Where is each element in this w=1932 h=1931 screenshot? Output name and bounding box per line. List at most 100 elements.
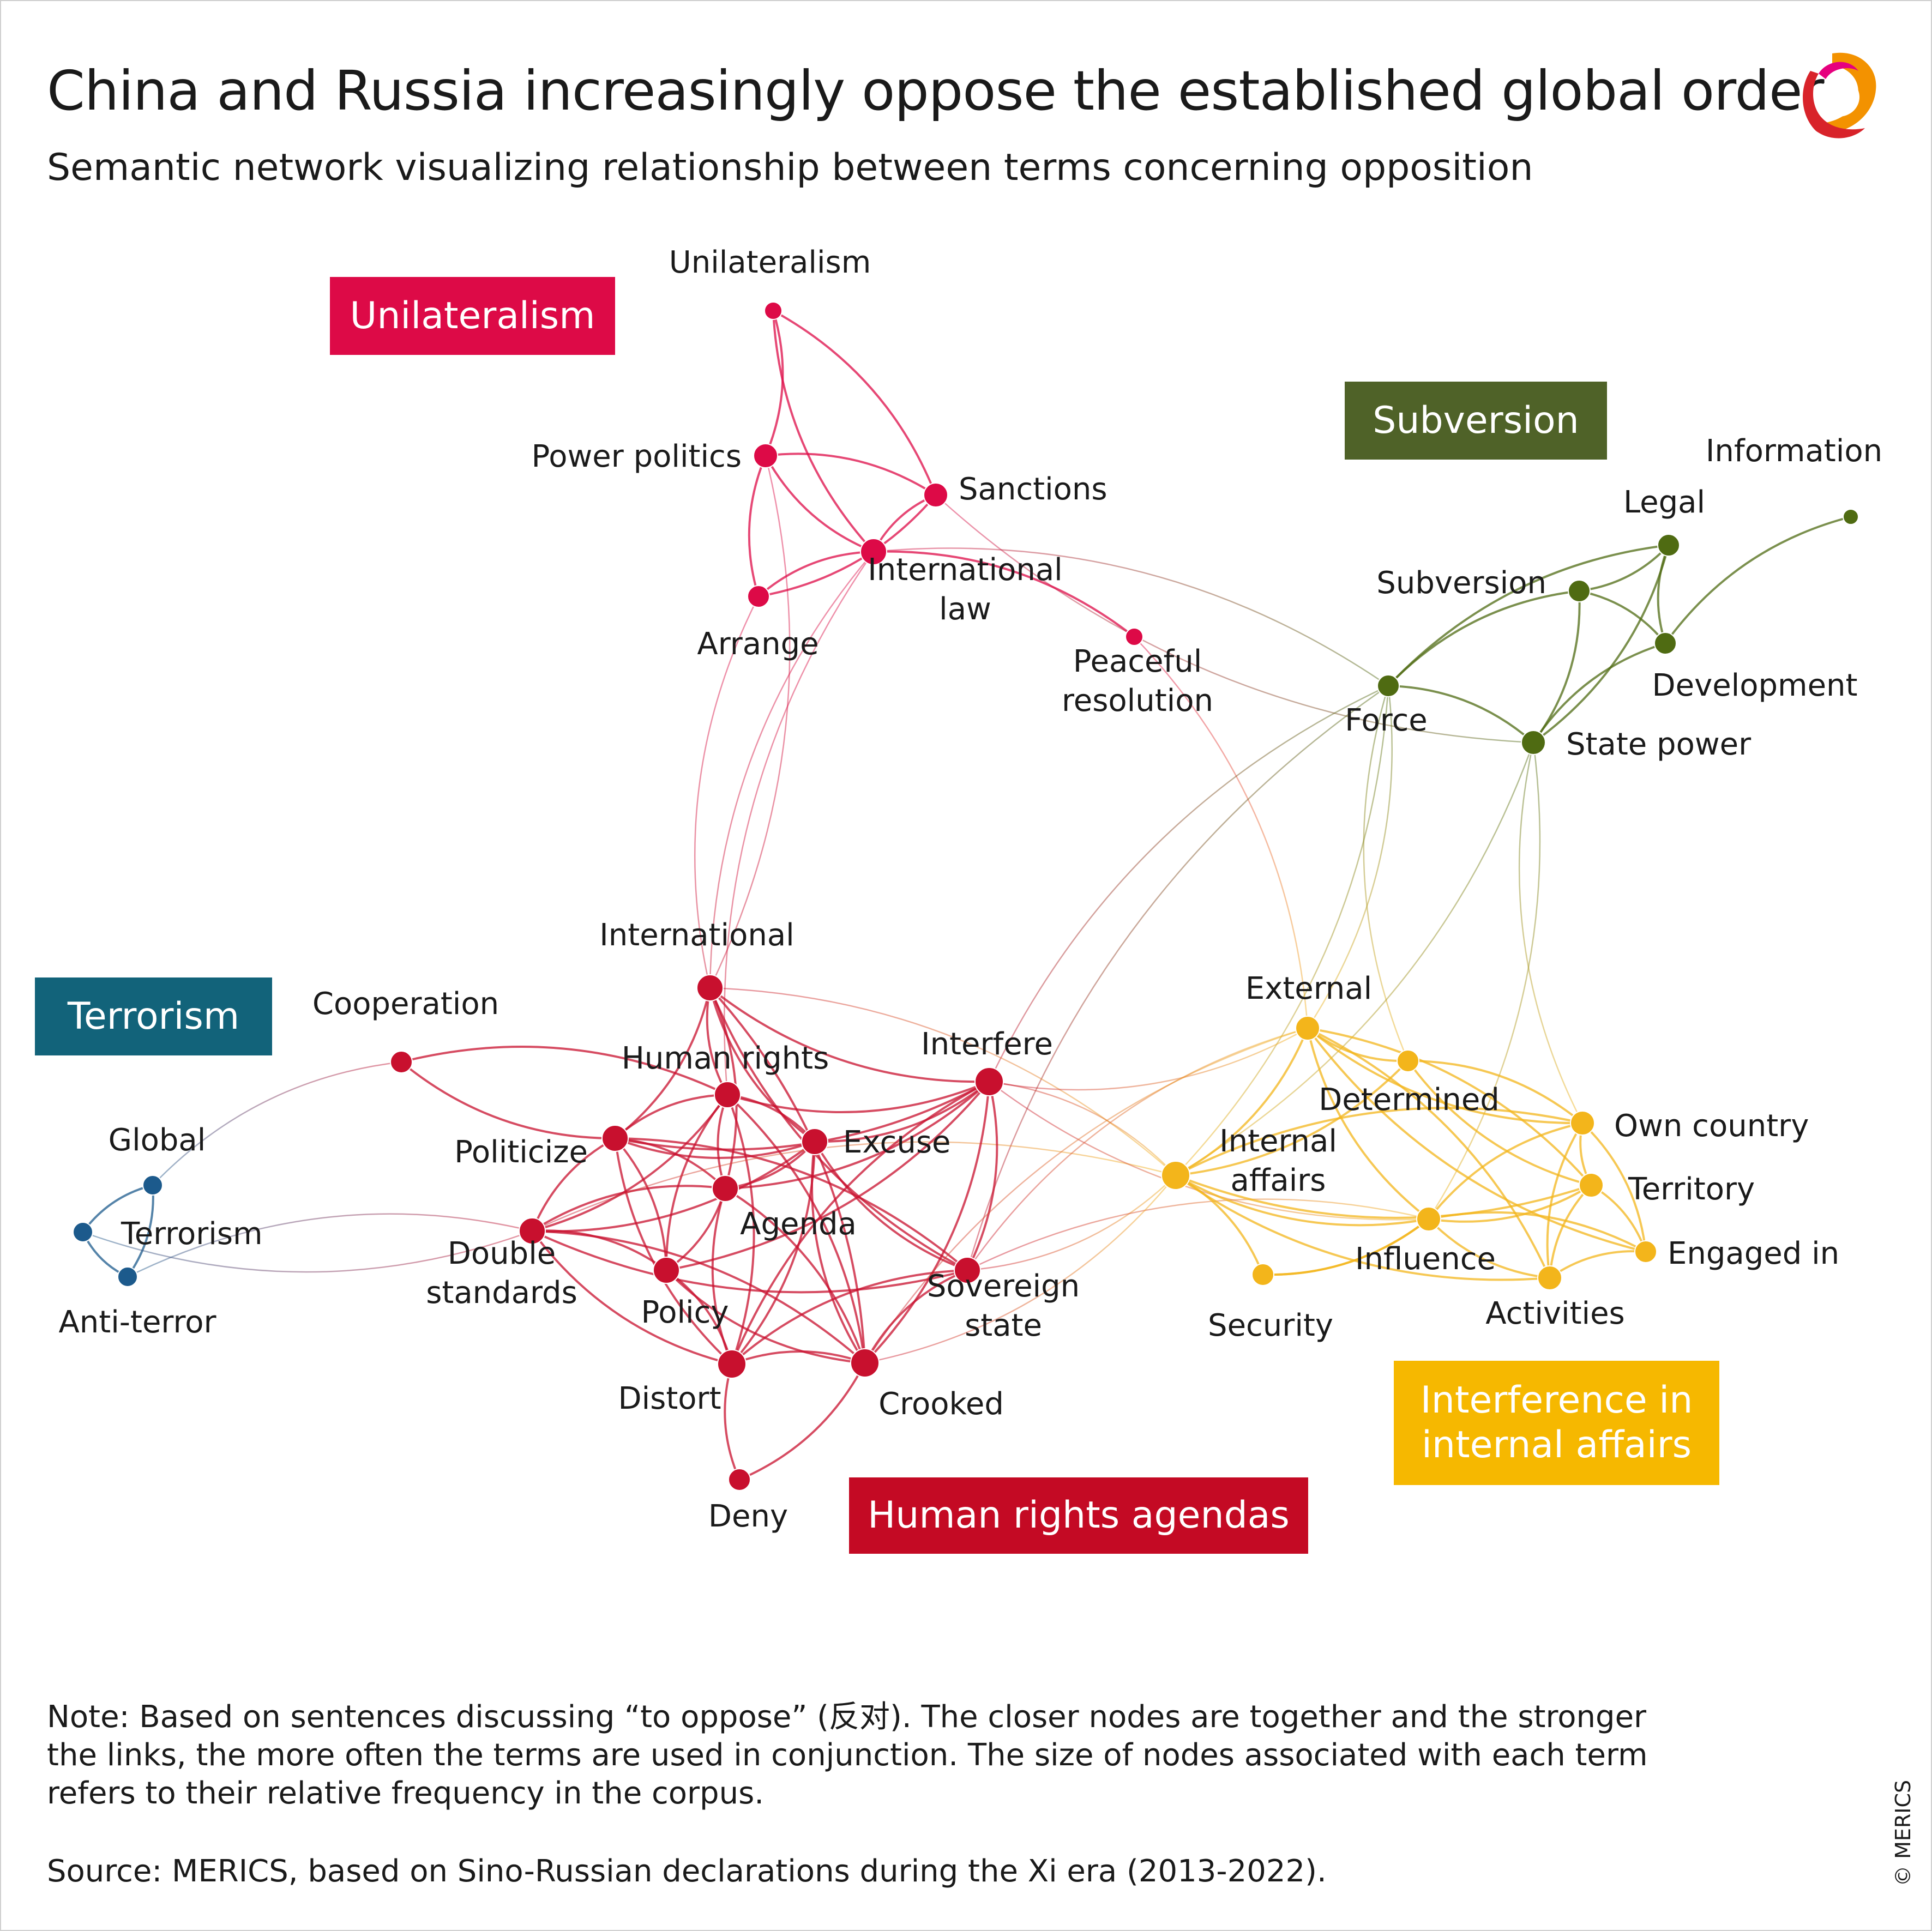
edge-power_politics-arrange [748, 455, 767, 597]
edge-double_standards-distort [531, 1230, 732, 1365]
node-cooperation [390, 1051, 413, 1073]
edge-sovereign_state-crooked [864, 1269, 968, 1363]
edge-subversion-development [1579, 590, 1666, 644]
node-label-determined: Determined [1319, 1082, 1500, 1118]
edge-development-state_power [1532, 642, 1666, 744]
edge-terrorism-double_standards [82, 1230, 533, 1273]
node-state-power [1521, 730, 1546, 755]
edge-force-determined [1363, 685, 1409, 1061]
edge-force-external [1307, 685, 1393, 1029]
edge-crooked-external [864, 1027, 1308, 1363]
edge-international-human_rights [706, 987, 729, 1095]
node-sanctions [923, 482, 948, 508]
edge-human_rights-double_standards [532, 1094, 729, 1232]
edge-own_country-engaged_in [1581, 1122, 1647, 1252]
source-line: Source: MERICS, based on Sino-Russian de… [47, 1854, 1327, 1889]
edge-information-development [1664, 516, 1851, 644]
edge-subversion-force [1387, 590, 1580, 687]
edge-excuse-crooked [810, 1141, 866, 1364]
node-label-international-law: International law [868, 552, 1062, 627]
cluster-label-subversion: Subversion [1345, 382, 1607, 460]
edge-policy-interfere [666, 1081, 990, 1271]
node-label-double-standards: Double standards [426, 1236, 577, 1311]
node-label-human-rights: Human rights [622, 1041, 829, 1076]
edge-double_standards-internal_affairs [532, 1141, 1176, 1232]
node-human-rights [714, 1081, 741, 1108]
edge-determined-own_country [1407, 1059, 1584, 1124]
edge-politicize-double_standards [531, 1137, 616, 1232]
node-activities [1537, 1265, 1562, 1290]
edge-external-influence [1307, 1028, 1430, 1220]
page-subtitle: Semantic network visualizing relationshi… [47, 146, 1533, 189]
edge-international-internal_affairs [709, 987, 1176, 1176]
node-label-force: Force [1345, 703, 1428, 738]
edge-force-state_power [1388, 685, 1534, 744]
edge-external-own_country [1307, 1027, 1583, 1125]
edge-international-excuse [709, 987, 816, 1143]
node-own-country [1570, 1111, 1595, 1136]
edge-anti_terror-double_standards [127, 1213, 533, 1278]
edge-legal-state_power [1532, 545, 1670, 744]
edge-distort-deny [724, 1363, 741, 1480]
node-label-cooperation: Cooperation [312, 986, 499, 1022]
edge-force-sovereign_state [966, 685, 1389, 1271]
edge-power_politics-international [709, 455, 791, 988]
edge-international-interfere [709, 987, 990, 1083]
edge-sovereign_state-influence [967, 1198, 1429, 1271]
node-information [1843, 509, 1859, 525]
node-agenda [712, 1175, 739, 1202]
edge-sanctions-state_power [935, 494, 1534, 744]
node-label-terrorism: Terrorism [121, 1216, 263, 1252]
node-label-policy: Policy [641, 1295, 729, 1330]
network-edges [82, 310, 1851, 1481]
edge-agenda-double_standards [531, 1185, 726, 1232]
node-label-engaged-in: Engaged in [1668, 1236, 1839, 1271]
node-terrorism [73, 1222, 93, 1242]
node-internal-affairs [1161, 1161, 1190, 1190]
edge-influence-territory [1428, 1184, 1592, 1223]
node-label-agenda: Agenda [740, 1206, 857, 1242]
node-power-politics [753, 443, 778, 468]
node-label-unilateralism: Unilateralism [669, 245, 871, 280]
node-label-internal-affairs: Internal affairs [1219, 1124, 1337, 1198]
edge-human_rights-interfere [727, 1081, 990, 1114]
node-label-subversion: Subversion [1376, 565, 1546, 601]
edge-crooked-deny [739, 1362, 866, 1481]
edge-sovereign_state-internal_affairs [967, 1175, 1176, 1271]
edge-power_politics-sanctions [765, 452, 937, 496]
edge-international-politicize [614, 987, 711, 1139]
edge-sanctions-arrange [758, 494, 937, 598]
edge-security-influence [1262, 1218, 1430, 1276]
node-influence [1416, 1206, 1441, 1232]
node-unilateralism [764, 301, 783, 320]
edge-external-internal_affairs [1175, 1028, 1309, 1176]
edge-international_law-force [873, 547, 1389, 687]
edge-external-activities [1307, 1027, 1551, 1278]
edge-force-interfere [988, 685, 1389, 1082]
node-anti-terror [117, 1266, 138, 1287]
node-label-global: Global [109, 1123, 206, 1158]
edge-internal_affairs-territory [1175, 1174, 1592, 1219]
node-arrange [747, 585, 770, 608]
node-determined [1397, 1049, 1419, 1072]
node-international [696, 974, 724, 1001]
edge-international_law-international [709, 551, 874, 988]
cluster-label-human-rights: Human rights agendas [849, 1477, 1308, 1554]
edge-international_law-human_rights [724, 551, 875, 1095]
cluster-label-unilateralism: Unilateralism [330, 277, 615, 355]
edge-state_power-influence [1428, 742, 1541, 1220]
node-label-influence: Influence [1355, 1241, 1496, 1277]
edge-human_rights-policy [665, 1094, 729, 1271]
edge-interfere-distort [731, 1081, 990, 1365]
node-double-standards [519, 1217, 546, 1245]
edge-international_law-peaceful_resolution [873, 550, 1135, 638]
page-title: China and Russia increasingly oppose the… [47, 59, 1825, 123]
edge-human_rights-agenda [717, 1094, 729, 1189]
footnote: Note: Based on sentences discussing “to … [47, 1699, 1648, 1811]
edge-peaceful_resolution-external [1134, 636, 1309, 1029]
edge-influence-activities [1428, 1218, 1550, 1279]
edge-human_rights-politicize [614, 1094, 728, 1139]
node-force [1377, 674, 1400, 697]
